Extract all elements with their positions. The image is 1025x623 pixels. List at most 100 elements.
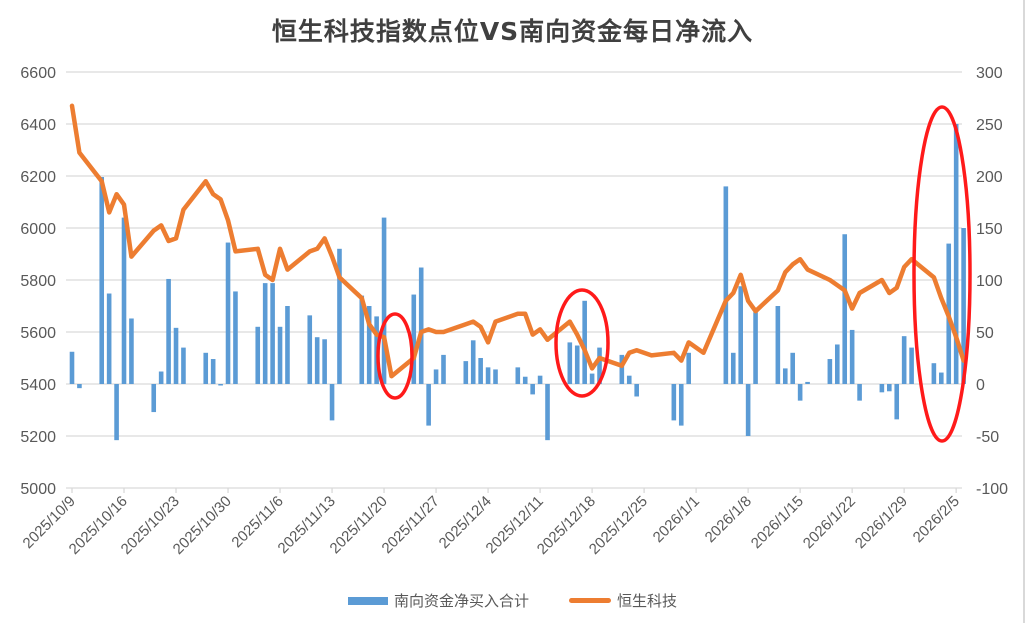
bar-southbound[interactable] — [270, 283, 275, 384]
legend-item-hstech[interactable]: 恒生科技 — [569, 590, 677, 611]
bar-southbound[interactable] — [582, 300, 587, 384]
bar-southbound[interactable] — [790, 352, 796, 384]
bar-southbound[interactable] — [849, 329, 855, 384]
bar-southbound[interactable] — [567, 342, 573, 384]
bar-southbound[interactable] — [166, 278, 171, 384]
bar-southbound[interactable] — [686, 352, 691, 384]
bar-southbound[interactable] — [753, 312, 758, 384]
frame-border — [1023, 0, 1025, 623]
left-axis-tick-label: 5400 — [20, 377, 56, 394]
bar-southbound[interactable] — [173, 327, 179, 384]
legend-item-southbound[interactable]: 南向资金净买入合计 — [347, 590, 529, 611]
bar-southbound[interactable] — [545, 384, 550, 441]
right-axis-tick-label: 250 — [976, 117, 1003, 134]
bar-southbound[interactable] — [597, 347, 602, 384]
bar-southbound[interactable] — [574, 345, 580, 384]
bar-southbound[interactable] — [626, 375, 632, 384]
x-axis-tick-label: 2026/2/5 — [910, 493, 963, 546]
left-axis-tick-label: 5800 — [20, 273, 56, 290]
bar-southbound[interactable] — [887, 384, 892, 392]
bar-southbound[interactable] — [77, 384, 82, 389]
bar-southbound[interactable] — [470, 340, 476, 384]
bar-southbound[interactable] — [285, 306, 290, 384]
bar-southbound[interactable] — [805, 381, 810, 384]
bar-southbound[interactable] — [827, 359, 833, 384]
bar-southbound[interactable] — [106, 293, 112, 384]
bar-southbound[interactable] — [262, 283, 268, 384]
x-axis-tick-label: 2026/1/8 — [702, 493, 755, 546]
bar-southbound[interactable] — [433, 369, 439, 384]
bar-southbound[interactable] — [225, 242, 231, 384]
right-axis-tick-label: 200 — [976, 169, 1003, 186]
bar-southbound[interactable] — [129, 318, 134, 384]
bar-southbound[interactable] — [151, 384, 157, 413]
bar-southbound[interactable] — [114, 384, 119, 441]
bar-southbound[interactable] — [181, 347, 186, 384]
bar-southbound[interactable] — [366, 306, 372, 384]
bar-southbound[interactable] — [730, 352, 736, 384]
bar-southbound[interactable] — [879, 384, 885, 393]
left-axis-tick-label: 6400 — [20, 117, 56, 134]
bar-southbound[interactable] — [307, 315, 313, 384]
left-axis-tick-label: 6600 — [20, 65, 56, 82]
line-hstech[interactable] — [69, 103, 966, 379]
right-axis-tick-label: 0 — [976, 377, 985, 394]
bar-southbound[interactable] — [418, 267, 424, 384]
bar-southbound[interactable] — [537, 375, 543, 384]
bar-southbound[interactable] — [522, 376, 528, 384]
bar-southbound[interactable] — [775, 306, 781, 384]
bar-southbound[interactable] — [322, 339, 327, 384]
bar-southbound[interactable] — [901, 336, 907, 384]
bar-southbound[interactable] — [203, 352, 209, 384]
bar-southbound[interactable] — [255, 326, 261, 384]
bar-southbound[interactable] — [723, 186, 729, 384]
bar-southbound[interactable] — [842, 234, 848, 384]
bar-southbound[interactable] — [671, 384, 677, 421]
bar-southbound[interactable] — [99, 177, 105, 384]
bar-southbound[interactable] — [589, 373, 595, 384]
x-axis-tick-label: 2026/1/22 — [800, 493, 859, 552]
bar-southbound[interactable] — [678, 384, 684, 426]
bar-southbound[interactable] — [961, 228, 966, 384]
right-axis-tick-label: 150 — [976, 221, 1003, 238]
bar-southbound[interactable] — [233, 291, 238, 384]
bar-southbound[interactable] — [381, 217, 387, 384]
right-axis-tick-label: -100 — [976, 481, 1008, 498]
bar-southbound[interactable] — [894, 384, 900, 420]
bar-southbound[interactable] — [337, 248, 342, 384]
bar-southbound[interactable] — [931, 363, 937, 384]
bar-southbound[interactable] — [939, 372, 944, 384]
x-axis-tick-label: 2026/1/1 — [650, 493, 703, 546]
bar-southbound[interactable] — [426, 384, 431, 426]
bar-southbound[interactable] — [619, 354, 625, 384]
legend-label-southbound: 南向资金净买入合计 — [393, 592, 529, 610]
bar-southbound[interactable] — [485, 367, 491, 384]
bar-southbound[interactable] — [515, 367, 521, 384]
bar-southbound[interactable] — [69, 351, 75, 384]
bar-southbound[interactable] — [218, 384, 223, 386]
bar-southbound[interactable] — [210, 359, 216, 384]
line-swatch-icon — [569, 598, 611, 603]
bar-southbound[interactable] — [530, 384, 535, 395]
bar-southbound[interactable] — [834, 344, 840, 384]
bar-southbound[interactable] — [478, 358, 483, 384]
bar-southbound[interactable] — [745, 384, 751, 436]
bar-southbound[interactable] — [634, 384, 639, 397]
bar-southbound[interactable] — [782, 368, 788, 384]
bar-southbound[interactable] — [441, 354, 446, 384]
bar-southbound[interactable] — [158, 371, 164, 384]
bar-southbound[interactable] — [463, 361, 469, 384]
bar-southbound[interactable] — [314, 337, 320, 384]
bar-southbound[interactable] — [857, 384, 862, 401]
bar-southbound[interactable] — [909, 347, 914, 384]
bar-southbound[interactable] — [329, 384, 335, 421]
bar-southbound[interactable] — [359, 295, 365, 384]
bar-southbound[interactable] — [121, 217, 127, 384]
bar-southbound[interactable] — [797, 384, 803, 401]
bar-southbound[interactable] — [277, 326, 283, 384]
bar-southbound[interactable] — [493, 369, 498, 384]
bar-southbound[interactable] — [411, 294, 417, 384]
bar-southbound[interactable] — [738, 286, 743, 384]
bar-southbound[interactable] — [953, 124, 959, 384]
